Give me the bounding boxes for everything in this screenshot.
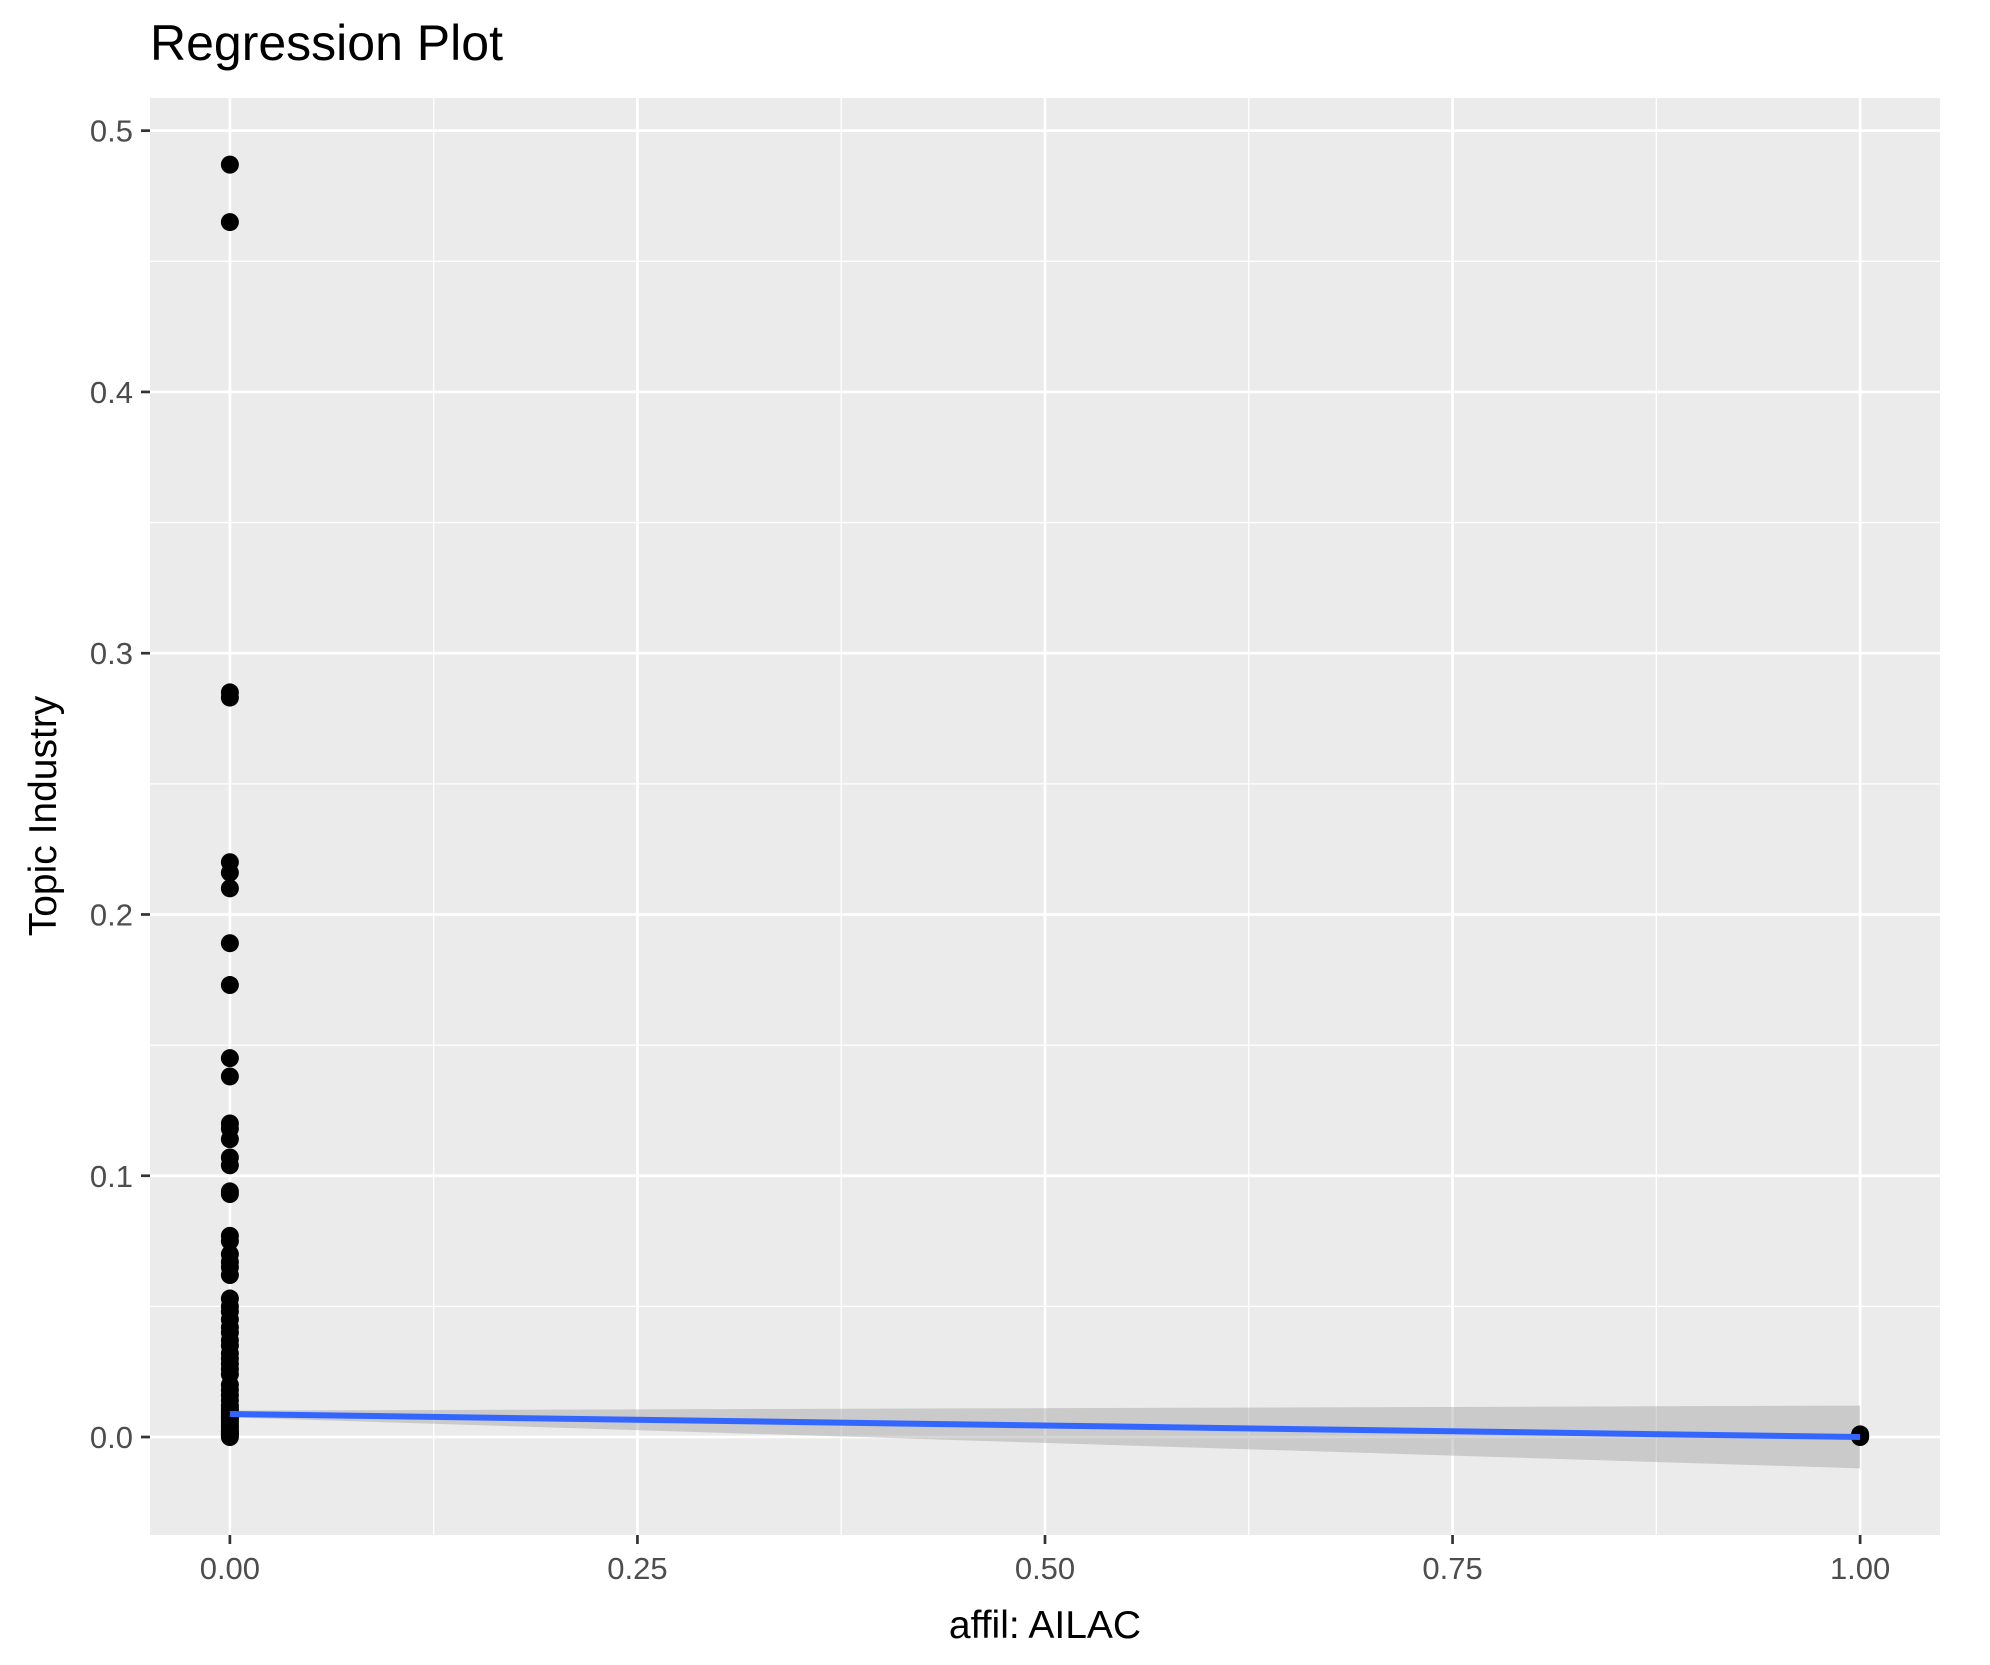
- data-point: [220, 155, 239, 174]
- regression-line: [229, 1411, 1861, 1441]
- x-tick-label: 1.00: [1830, 1551, 1890, 1586]
- y-tick-label: 0.4: [90, 375, 133, 410]
- data-point: [220, 1232, 239, 1251]
- data-point: [220, 1266, 239, 1285]
- data-point: [220, 1428, 239, 1447]
- data-point: [220, 1130, 239, 1149]
- y-tick-label: 0.3: [90, 636, 133, 671]
- y-tick-label: 0.2: [90, 897, 133, 932]
- data-point: [220, 688, 239, 707]
- y-tick-label: 0.5: [90, 114, 133, 149]
- data-point: [220, 213, 239, 232]
- x-axis-title: affil: AILAC: [949, 1604, 1141, 1647]
- data-point: [220, 863, 239, 882]
- data-point: [220, 1067, 239, 1086]
- data-point: [220, 1185, 239, 1204]
- x-tick-label: 0.25: [607, 1551, 667, 1586]
- data-point: [220, 976, 239, 995]
- data-point: [220, 1049, 239, 1068]
- y-tick-label: 0.0: [90, 1420, 133, 1455]
- data-point: [220, 934, 239, 953]
- x-tick-label: 0.75: [1422, 1551, 1482, 1586]
- y-axis: 0.0 0.1 0.2 0.3 0.4 0.5: [90, 114, 150, 1455]
- data-point: [220, 1156, 239, 1175]
- y-axis-title: Topic Industry: [22, 695, 65, 936]
- data-point: [220, 879, 239, 898]
- chart-title: Regression Plot: [150, 15, 503, 71]
- y-tick-label: 0.1: [90, 1159, 133, 1194]
- x-tick-label: 0.50: [1015, 1551, 1075, 1586]
- fit-line-layer: [229, 1411, 1861, 1441]
- x-axis: 0.00 0.25 0.50 0.75 1.00: [200, 1535, 1890, 1586]
- x-tick-label: 0.00: [200, 1551, 260, 1586]
